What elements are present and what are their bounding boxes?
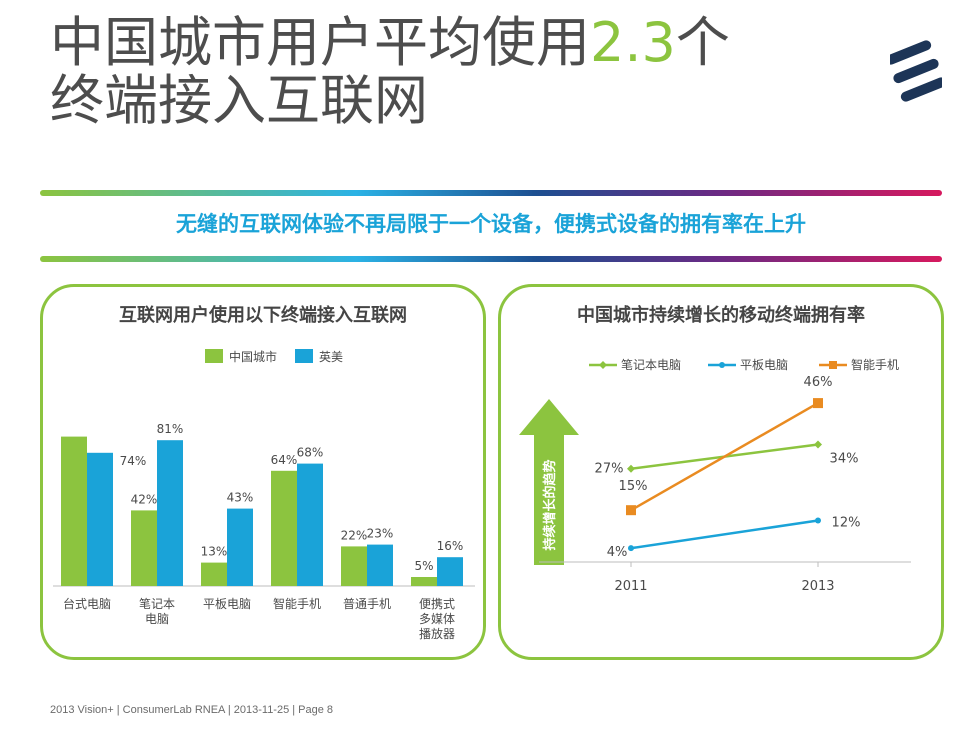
point-2-0 — [626, 505, 636, 516]
bar-value-label-1-1: 81% — [157, 422, 184, 436]
trend-arrow-label: 持续增长的趋势 — [542, 459, 558, 550]
bar-value-label-1-4: 23% — [367, 527, 394, 541]
point-1-1 — [815, 517, 821, 524]
title-line-1-prefix: 中国城市用户平均使用 — [50, 11, 590, 74]
point-label-2-0: 15% — [619, 479, 648, 494]
line-x-tick-label-1: 2013 — [801, 579, 834, 594]
gradient-divider-bottom — [40, 256, 942, 262]
bar-value-label-0-1: 42% — [131, 492, 158, 506]
legend-series-label-2: 智能手机 — [851, 357, 899, 372]
line-chart-panel: 中国城市持续增长的移动终端拥有率 笔记本电脑 平板电脑 智能手机持续增长的趋势 201… — [498, 284, 944, 660]
ericsson-logo-icon — [890, 40, 942, 102]
slide-subtitle: 无缝的互联网体验不再局限于一个设备，便携式设备的拥有率在上升 — [176, 212, 806, 236]
point-2-1 — [813, 398, 823, 409]
bar-chart-title: 互联网用户使用以下终端接入互联网 — [119, 305, 407, 326]
bar-1-3 — [297, 463, 323, 586]
legend-series-label-0: 笔记本电脑 — [621, 357, 681, 372]
legend-marker-0 — [599, 361, 607, 369]
bar-1-2 — [227, 508, 253, 586]
title-line-1: 中国城市用户平均使用2.3个 — [50, 14, 850, 72]
bar-category-label-2-0: 平板电脑 — [203, 597, 251, 611]
slide-footer: 2013 Vision+ | ConsumerLab RNEA | 2013-1… — [50, 704, 334, 716]
point-label-1-1: 12% — [832, 516, 861, 531]
point-0-1 — [814, 440, 822, 449]
bar-0-2 — [201, 562, 227, 586]
trend-arrow-icon — [519, 399, 579, 565]
bar-0-1 — [131, 510, 157, 586]
bar-0-0 — [61, 436, 87, 586]
bar-category-label-1-1: 电脑 — [145, 612, 169, 626]
bar-chart: 中国城市 英美 74% 台式电脑 42% 81% 笔记本电脑 13% 43% 平板电脑 64%68%… — [53, 349, 475, 641]
legend-label-1: 英美 — [319, 350, 343, 364]
bar-value-label-0-4: 22% — [341, 528, 368, 542]
title-line-1-suffix: 个 — [675, 11, 730, 74]
bar-value-label-1-0: 74% — [120, 454, 147, 468]
point-1-0 — [628, 545, 634, 552]
bar-value-label-0-3: 64% — [271, 453, 298, 467]
bar-0-3 — [271, 470, 297, 586]
line-chart-title: 中国城市持续增长的移动终端拥有率 — [577, 305, 865, 326]
slide-title: 中国城市用户平均使用2.3个 终端接入互联网 — [50, 14, 850, 130]
bar-1-4 — [367, 544, 393, 586]
legend-swatch-0 — [205, 349, 223, 363]
bar-value-label-0-5: 5% — [414, 559, 433, 573]
point-label-0-1: 34% — [830, 452, 859, 467]
bar-0-4 — [341, 546, 367, 586]
legend-swatch-1 — [295, 349, 313, 363]
point-0-0 — [627, 464, 635, 473]
bar-1-1 — [157, 440, 183, 586]
bar-category-label-3-0: 智能手机 — [273, 596, 321, 611]
bar-category-label-0-0: 台式电脑 — [63, 596, 111, 611]
title-highlight-number: 2.3 — [590, 11, 676, 74]
point-label-2-1: 46% — [804, 375, 833, 390]
bar-category-label-5-1: 多媒体 — [419, 612, 455, 626]
gradient-divider-top — [40, 190, 942, 196]
legend-label-0: 中国城市 — [229, 349, 277, 364]
line-x-tick-label-0: 2011 — [614, 579, 647, 594]
bar-0-5 — [411, 577, 437, 586]
series-line-2 — [630, 402, 819, 512]
bar-category-label-4-0: 普通手机 — [343, 597, 391, 611]
series-line-1 — [630, 519, 819, 550]
bar-value-label-1-5: 16% — [437, 539, 464, 553]
bar-value-label-0-2: 13% — [201, 545, 228, 559]
legend-marker-2 — [829, 361, 837, 369]
bar-1-0 — [87, 452, 113, 586]
legend-marker-1 — [719, 362, 725, 368]
title-line-2: 终端接入互联网 — [50, 69, 428, 132]
point-label-0-0: 27% — [595, 462, 624, 477]
bar-value-label-1-2: 43% — [227, 491, 254, 505]
bar-category-label-5-0: 便携式 — [419, 596, 455, 611]
bar-chart-panel: 互联网用户使用以下终端接入互联网 中国城市 英美 74% 台式电脑 42% 81% 笔记本电… — [40, 284, 486, 660]
bar-category-label-5-2: 播放器 — [419, 626, 455, 641]
bar-value-label-1-3: 68% — [297, 446, 324, 460]
legend-series-label-1: 平板电脑 — [740, 358, 788, 372]
bar-category-label-1-0: 笔记本 — [139, 596, 175, 611]
point-label-1-0: 4% — [607, 545, 628, 560]
bar-1-5 — [437, 557, 463, 586]
